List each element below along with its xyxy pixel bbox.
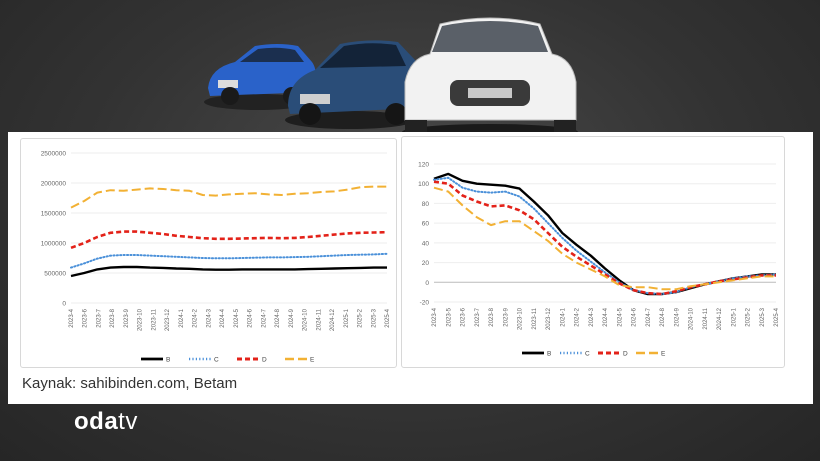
left-chart-legend-b-label: B [166,357,170,364]
right-chart-x-tick-label: 2025-4 [774,307,780,326]
left-chart-y-tick-label: 2500000 [41,151,67,158]
right-chart-y-tick-label: -20 [420,300,430,307]
left-chart-x-tick-label: 2024-2 [193,308,199,327]
left-chart-x-tick-label: 2024-9 [289,308,295,327]
right-chart-x-tick-label: 2023-11 [532,307,538,329]
left-chart-x-tick-label: 2024-7 [261,308,267,327]
right-chart-x-tick-label: 2023-6 [461,307,467,326]
price-change-chart: -20 0 20 40 60 80 100 120 2023-4 2023-5 2023-6 2023… [418,162,780,358]
left-chart-x-tick-label: 2024-5 [234,308,240,327]
right-chart-legend-c-label: C [585,351,590,358]
left-chart-y-tick-label: 0 [62,301,66,308]
right-chart-x-tick-label: 2024-10 [689,307,695,330]
right-chart-x-tick-label: 2024-12 [717,307,723,330]
right-chart-x-tick-label: 2024-11 [703,307,709,329]
right-chart-x-tick-label: 2024-5 [617,307,623,326]
right-chart-legend-d-label: D [623,351,628,358]
right-chart-y-tick-label: 100 [418,181,429,188]
left-chart-x-tick-label: 2023-4 [69,308,75,327]
left-chart-series-d-line [70,230,388,250]
left-chart-legend-e-label: E [310,357,315,364]
right-chart-x-tick-label: 2023-4 [432,307,438,326]
left-chart-x-tick-label: 2025-4 [385,308,391,327]
white-sedan-car [402,17,578,140]
left-chart-x-tick-label: 2024-11 [316,308,322,330]
right-chart-x-tick-label: 2025-2 [746,307,752,326]
left-chart-series-e-line [70,185,387,209]
odatv-logo: odatv [74,408,138,436]
right-chart-y-tick-label: 120 [418,162,429,169]
left-chart-x-tick-label: 2024-1 [179,308,185,327]
left-chart-x-tick-label: 2023-10 [138,308,144,331]
left-chart-x-tick-label: 2023-11 [151,308,157,330]
right-chart-x-tick-label: 2024-9 [674,307,680,326]
left-chart-x-tick-label: 2024-3 [206,308,212,327]
left-chart-x-tick-label: 2025-1 [344,308,350,327]
right-chart-x-tick-label: 2025-1 [731,307,737,326]
left-chart-x-tick-label: 2024-4 [220,308,226,327]
right-chart-x-tick-label: 2024-3 [589,307,595,326]
right-chart-x-tick-label: 2024-6 [632,307,638,326]
left-chart-x-tick-label: 2025-3 [371,308,377,327]
right-chart-y-tick-label: 0 [425,280,429,287]
cars-image [204,17,578,140]
right-chart-x-tick-label: 2024-2 [575,307,581,326]
left-chart-legend-c-label: C [214,357,219,364]
right-chart-series-e-line [433,186,776,291]
right-chart-x-tick-label: 2024-1 [560,307,566,326]
left-chart-x-tick-label: 2024-10 [303,308,309,331]
left-chart-x-tick-label: 2024-6 [248,308,254,327]
right-chart-legend-b-label: B [547,351,551,358]
left-chart-y-tick-label: 1000000 [41,241,67,248]
price-level-chart: 0 500000 1000000 1500000 2000000 2500000 2023-… [41,151,391,364]
left-chart-x-tick-label: 2023-7 [96,308,102,327]
right-chart-x-tick-label: 2023-5 [446,307,452,326]
price-chart-box: 0 500000 1000000 1500000 2000000 2500000 2023-… [20,138,397,368]
left-chart-y-tick-label: 500000 [44,271,66,278]
left-chart-x-tick-label: 2023-8 [110,308,116,327]
right-chart-y-tick-label: 20 [422,260,430,267]
chart-panel: 0 500000 1000000 1500000 2000000 2500000 2023-… [8,132,813,404]
right-chart-x-tick-label: 2023-8 [489,307,495,326]
left-chart-x-tick-label: 2023-9 [124,308,130,327]
dark-blue-hatchback-car [285,40,421,129]
right-chart-legend-e-label: E [661,351,666,358]
right-chart-y-tick-label: 60 [422,221,430,228]
change-chart-box: -20 0 20 40 60 80 100 120 2023-4 2023-5 2023-6 2023… [401,136,785,368]
right-chart-x-tick-label: 2023-12 [546,307,552,330]
left-chart-x-tick-label: 2024-12 [330,308,336,331]
left-chart-series-b-line [70,265,387,278]
right-chart-y-tick-label: 80 [422,201,430,208]
right-chart-x-tick-label: 2023-9 [503,307,509,326]
source-caption: Kaynak: sahibinden.com, Betam [22,375,238,392]
right-chart-x-tick-label: 2023-7 [475,307,481,326]
right-chart-y-tick-label: 40 [422,240,430,247]
left-chart-x-tick-label: 2023-6 [83,308,89,327]
left-chart-x-tick-label: 2023-12 [165,308,171,331]
right-chart-x-tick-label: 2024-7 [646,307,652,326]
left-chart-x-tick-label: 2024-8 [275,308,281,327]
left-chart-x-tick-label: 2025-2 [358,308,364,327]
left-chart-y-tick-label: 2000000 [41,181,67,188]
logo-part-oda: oda [74,408,119,435]
left-chart-series-c-line [70,252,388,269]
right-chart-x-tick-label: 2024-4 [603,307,609,326]
right-chart-x-tick-label: 2024-8 [660,307,666,326]
logo-part-tv: tv [118,408,138,435]
left-chart-y-tick-label: 1500000 [41,211,67,218]
left-chart-legend-d-label: D [262,357,267,364]
right-chart-x-tick-label: 2023-10 [518,307,524,330]
right-chart-x-tick-label: 2025-3 [760,307,766,326]
